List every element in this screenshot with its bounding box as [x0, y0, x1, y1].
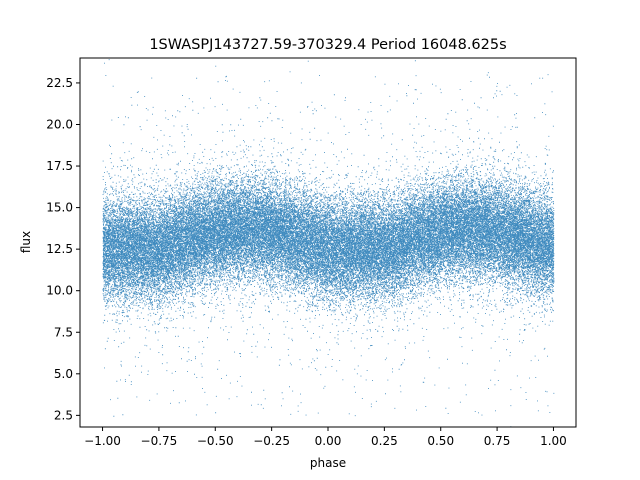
x-tick-label: 0.00: [315, 434, 342, 448]
x-tick-label: −1.00: [84, 434, 121, 448]
x-tick-label: 0.25: [371, 434, 398, 448]
scatter-points: [102, 59, 555, 428]
chart-title: 1SWASPJ143727.59-370329.4 Period 16048.6…: [149, 37, 506, 53]
y-tick-label: 10.0: [46, 284, 73, 298]
x-axis-title: phase: [310, 456, 346, 470]
y-tick-label: 7.5: [54, 325, 73, 339]
y-tick-label: 22.5: [46, 76, 73, 90]
x-tick-label: 1.00: [540, 434, 567, 448]
y-tick-label: 15.0: [46, 201, 73, 215]
y-tick-label: 12.5: [46, 242, 73, 256]
x-tick-label: −0.25: [253, 434, 290, 448]
x-axis: −1.00 −0.75 −0.50 −0.25 0.00 0.25 0.50 0.75 1.00: [84, 427, 567, 448]
data-points: [102, 59, 555, 428]
y-tick-label: 17.5: [46, 159, 73, 173]
x-tick-label: 0.75: [484, 434, 511, 448]
y-tick-label: 5.0: [54, 367, 73, 381]
y-axis-title: flux: [19, 231, 33, 253]
x-tick-label: −0.75: [141, 434, 178, 448]
y-axis: 2.5 5.0 7.5 10.0 12.5 15.0 17.5 20.0 22.5: [46, 76, 80, 422]
x-tick-label: 0.50: [427, 434, 454, 448]
y-tick-label: 20.0: [46, 117, 73, 131]
y-tick-label: 2.5: [54, 408, 73, 422]
x-tick-label: −0.50: [197, 434, 234, 448]
